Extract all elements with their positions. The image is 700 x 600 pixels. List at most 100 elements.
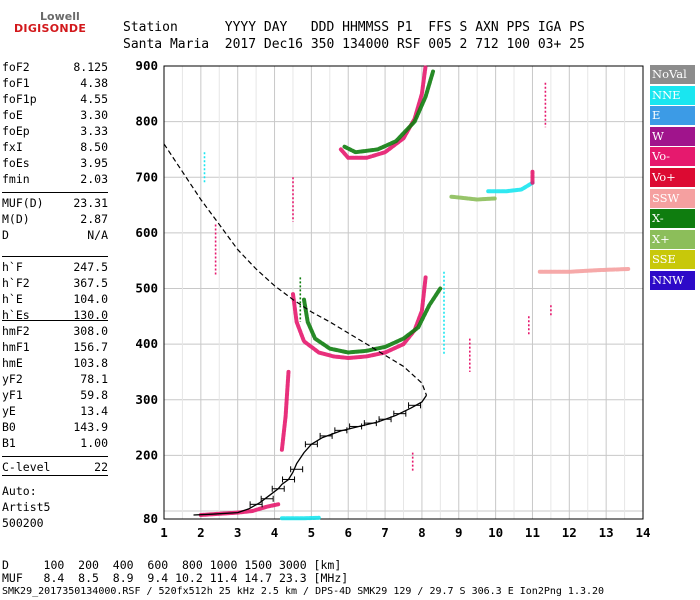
x-tick-label: 9 (455, 525, 463, 540)
param-row-hmf2: hmF2 308.0 (2, 323, 108, 339)
param-row-foes: foEs 3.95 (2, 155, 108, 171)
echo-trace-x-7 (449, 194, 498, 202)
y-tick-label: 800 (135, 114, 158, 129)
param-row-fof1p: foF1p 4.55 (2, 91, 108, 107)
panel-divider (2, 320, 108, 321)
legend-item-voplus: Vo+ (650, 168, 695, 187)
param-name: B1 (2, 436, 16, 450)
echo-trace-x-1 (302, 286, 443, 355)
param-value: 367.5 (73, 276, 108, 290)
header-line-values: Santa Maria 2017 Dec16 350 134000 RSF 00… (123, 37, 585, 52)
param-row-ye: yE 13.4 (2, 403, 108, 419)
y-tick-label: 600 (135, 225, 158, 240)
y-tick-label: 80 (143, 511, 158, 526)
true-height-profile-line (193, 394, 428, 516)
echo-trace-nne-6 (486, 180, 535, 194)
param-value: 59.8 (80, 388, 108, 402)
legend-item-nne: NNE (650, 85, 695, 105)
param-value: 23.31 (73, 196, 108, 210)
param-name: foF2 (2, 60, 30, 74)
param-name: M(D) (2, 212, 30, 226)
param-value: 13.4 (80, 404, 108, 418)
x-tick-label: 14 (635, 525, 650, 540)
legend-item-sse: SSE (650, 250, 695, 270)
param-row-hmf1: hmF1 156.7 (2, 339, 108, 355)
param-name: hmF1 (2, 340, 30, 354)
x-tick-label: 1 (160, 525, 168, 540)
param-name: h`E (2, 292, 23, 306)
param-name: h`Es (2, 308, 30, 322)
param-name: h`F2 (2, 276, 30, 290)
param-value: 4.55 (80, 92, 108, 106)
param-name: hmF2 (2, 324, 30, 338)
param-value: 104.0 (73, 292, 108, 306)
param-name: yF2 (2, 372, 23, 386)
param-row-fxi: fxI 8.50 (2, 139, 108, 155)
param-name: foEs (2, 156, 30, 170)
x-tick-label: 2 (197, 525, 205, 540)
param-row-clevel: C-level 22 (2, 459, 108, 475)
footer-distance-row: D 100 200 400 600 800 1000 1500 3000 [km… (2, 558, 342, 572)
echo-trace-x-3 (342, 69, 435, 155)
x-tick-label: 5 (308, 525, 316, 540)
param-name: foE (2, 108, 23, 122)
param-row-hf: h`F 247.5 (2, 259, 108, 275)
echo-trace-vo-2 (338, 64, 428, 160)
param-name: D (2, 228, 9, 242)
param-name: C-level (2, 460, 51, 474)
x-tick-label: 7 (381, 525, 389, 540)
param-row-md: M(D) 2.87 (2, 211, 108, 227)
param-value: 2.87 (80, 212, 108, 226)
param-row-fmin: fmin 2.03 (2, 171, 108, 187)
param-value: 3.30 (80, 108, 108, 122)
legend-item-nnw: NNW (650, 271, 695, 290)
param-name: foEp (2, 124, 30, 138)
x-tick-label: 10 (488, 525, 503, 540)
autoscale-info-line: Auto: (2, 484, 37, 498)
y-tick-label: 500 (135, 281, 158, 296)
dashed-profile-line (163, 143, 428, 396)
param-row-d: D N/A (2, 227, 108, 243)
param-row-fof1: foF1 4.38 (2, 75, 108, 91)
param-row-foep: foEp 3.33 (2, 123, 108, 139)
autoscale-info-line: Artist5 (2, 500, 51, 514)
echo-trace-vo-4 (279, 369, 291, 452)
logo-lowell: Lowell (40, 10, 80, 23)
x-tick-label: 13 (599, 525, 614, 540)
param-name: MUF(D) (2, 196, 44, 210)
logo-digisonde: DIGISONDE (14, 22, 87, 35)
x-tick-label: 8 (418, 525, 426, 540)
param-value: 8.50 (80, 140, 108, 154)
param-name: h`F (2, 260, 23, 274)
x-tick-label: 11 (525, 525, 540, 540)
header-line-labels: Station YYYY DAY DDD HHMMSS P1 FFS S AXN… (123, 20, 585, 35)
echo-trace-ssw-9 (537, 267, 631, 274)
legend-item-xminus: X- (650, 209, 695, 229)
plot-frame (163, 65, 644, 520)
echo-trace-vo-0 (291, 275, 428, 361)
legend-item-w: W (650, 126, 695, 146)
param-row-fof2: foF2 8.125 (2, 59, 108, 75)
legend-item-vominus: Vo- (650, 147, 695, 167)
legend-item-xplus: X+ (650, 229, 695, 249)
param-value: 8.125 (73, 60, 108, 74)
echo-trace-vo-5 (198, 502, 281, 517)
panel-divider (2, 475, 108, 476)
y-tick-label: 700 (135, 169, 158, 184)
param-row-he: h`E 104.0 (2, 291, 108, 307)
param-name: fmin (2, 172, 30, 186)
param-value: 3.33 (80, 124, 108, 138)
param-value: 1.00 (80, 436, 108, 450)
footer-file-info: SMK29_2017350134000.RSF / 520fx512h 25 k… (2, 586, 605, 597)
panel-divider (2, 256, 108, 257)
footer-muf-row: MUF 8.4 8.5 8.9 9.4 10.2 11.4 14.7 23.3 … (2, 571, 349, 585)
param-name: B0 (2, 420, 16, 434)
param-value: 130.0 (73, 308, 108, 322)
param-row-foe: foE 3.30 (2, 107, 108, 123)
param-value: 22 (94, 460, 108, 474)
param-name: yE (2, 404, 16, 418)
param-name: fxI (2, 140, 23, 154)
param-value: N/A (87, 228, 108, 242)
param-row-hes: h`Es 130.0 (2, 307, 108, 323)
